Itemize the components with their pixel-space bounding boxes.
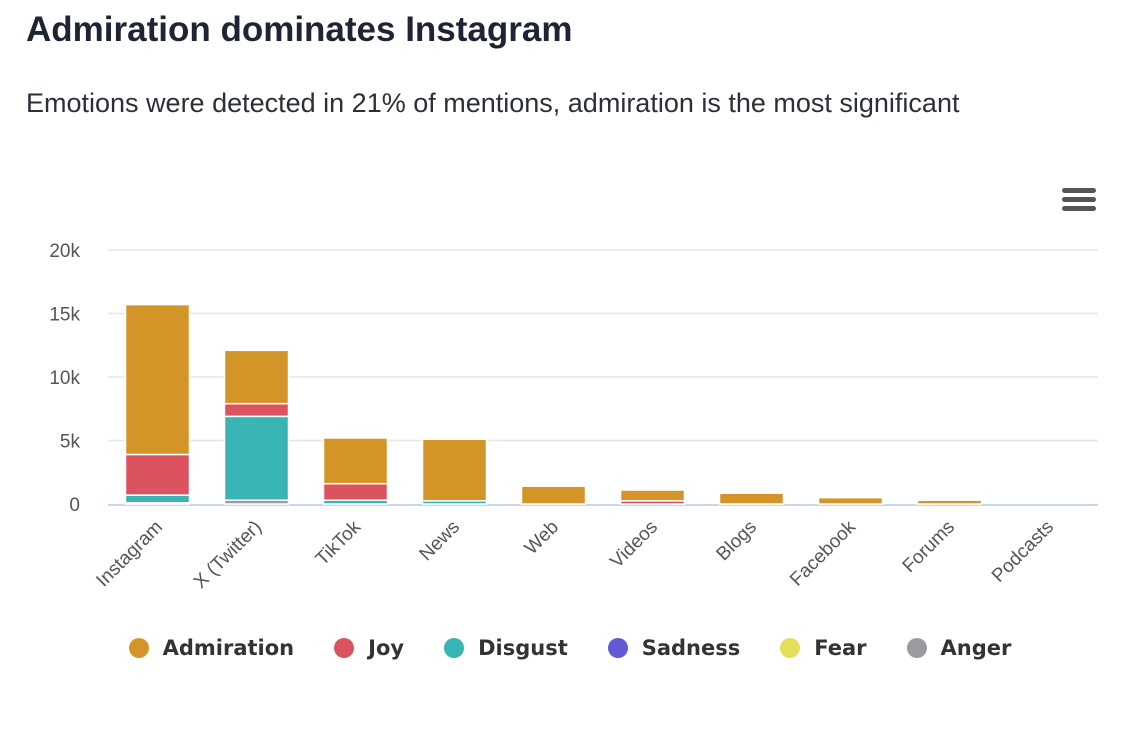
- y-tick-label: 15k: [49, 305, 80, 326]
- legend-item-disgust[interactable]: Disgust: [444, 636, 568, 660]
- legend-item-admiration[interactable]: Admiration: [128, 636, 295, 660]
- y-tick-label: 0: [69, 495, 80, 516]
- legend-label: Admiration: [162, 636, 295, 660]
- legend-label: Anger: [940, 636, 1012, 660]
- x-tick-label: Videos: [606, 517, 662, 573]
- legend-label: Fear: [814, 636, 867, 660]
- legend-marker: [906, 638, 927, 658]
- x-tick-label: X (Twitter): [190, 517, 266, 593]
- bar-admiration[interactable]: [322, 437, 389, 485]
- legend-label: Disgust: [478, 636, 568, 660]
- legend: Admiration Joy Disgust Sadness Fear Anger: [0, 636, 1140, 660]
- x-tick-label: Web: [521, 517, 563, 559]
- y-tick-label: 10k: [49, 368, 80, 389]
- bar-joy[interactable]: [124, 453, 191, 496]
- bar-admiration[interactable]: [718, 492, 785, 505]
- bar-joy[interactable]: [223, 402, 290, 418]
- legend-marker: [334, 638, 355, 658]
- bar-disgust[interactable]: [223, 415, 290, 501]
- legend-item-fear[interactable]: Fear: [780, 636, 867, 660]
- bar-admiration[interactable]: [916, 499, 983, 505]
- x-tick-label: Instagram: [92, 517, 167, 592]
- bar-admiration[interactable]: [817, 496, 884, 505]
- bar-admiration[interactable]: [619, 489, 686, 502]
- legend-item-sadness[interactable]: Sadness: [607, 636, 741, 660]
- legend-marker: [444, 638, 465, 658]
- legend-label: Joy: [368, 636, 405, 660]
- legend-label: Sadness: [641, 636, 741, 660]
- x-tick-label: TikTok: [312, 516, 366, 570]
- chart-subtitle: Emotions were detected in 21% of mention…: [26, 88, 960, 118]
- legend-item-joy[interactable]: Joy: [334, 636, 404, 660]
- legend-marker: [128, 638, 149, 658]
- legend-item-anger[interactable]: Anger: [906, 636, 1012, 660]
- y-tick-label: 20k: [49, 241, 80, 262]
- x-tick-label: Podcasts: [988, 517, 1058, 587]
- bar-admiration[interactable]: [520, 485, 587, 505]
- bar-disgust[interactable]: [124, 494, 191, 504]
- x-tick-label: Blogs: [713, 517, 761, 565]
- bar-admiration[interactable]: [421, 438, 488, 502]
- bar-admiration[interactable]: [124, 303, 191, 456]
- x-tick-label: News: [416, 517, 464, 565]
- legend-marker: [780, 638, 801, 658]
- chart-title: Admiration dominates Instagram: [26, 10, 573, 49]
- x-tick-label: Facebook: [786, 516, 860, 590]
- hamburger-menu-icon[interactable]: [1062, 185, 1096, 215]
- bar-admiration[interactable]: [223, 349, 290, 405]
- legend-marker: [607, 638, 628, 658]
- y-tick-label: 5k: [60, 432, 81, 453]
- x-tick-label: Forums: [899, 517, 959, 577]
- bar-joy[interactable]: [322, 482, 389, 501]
